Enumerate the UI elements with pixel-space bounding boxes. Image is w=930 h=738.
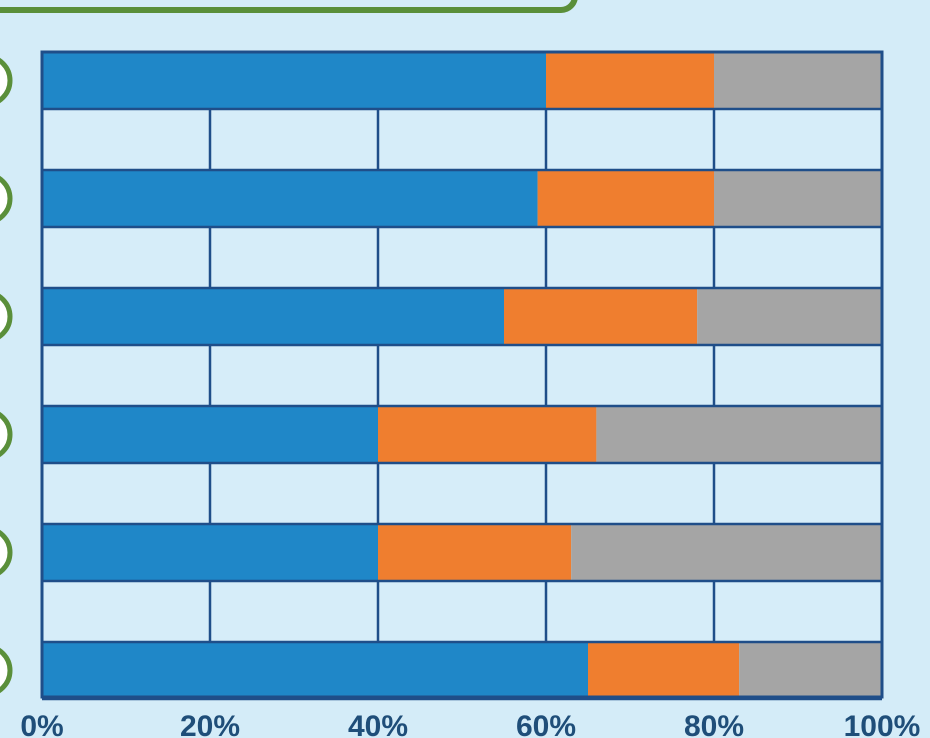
bar-segment	[378, 406, 597, 463]
x-tick-label: 0%	[20, 710, 63, 738]
x-tick-label: 100%	[844, 710, 921, 738]
bar-segment	[537, 170, 714, 227]
bar-segment	[42, 288, 504, 345]
bar-segment	[504, 288, 698, 345]
bar-segment	[42, 52, 546, 109]
category-marker	[0, 412, 13, 457]
category-marker	[0, 58, 13, 103]
bar-segment	[739, 642, 882, 699]
bar-segment	[42, 170, 538, 227]
bar-segment	[588, 642, 740, 699]
row-band	[42, 463, 882, 524]
row-band	[42, 345, 882, 406]
category-marker	[0, 530, 13, 575]
bar-segment	[378, 524, 572, 581]
category-marker	[0, 176, 13, 221]
bar-segment	[42, 524, 378, 581]
x-tick-label: 20%	[180, 710, 240, 738]
bar-segment	[42, 406, 378, 463]
title-box	[0, 0, 578, 13]
bar-segment	[571, 524, 882, 581]
plot-border	[40, 50, 884, 699]
x-tick-label: 40%	[348, 710, 408, 738]
x-tick-label: 60%	[516, 710, 576, 738]
row-band	[42, 581, 882, 642]
x-tick-label: 80%	[684, 710, 744, 738]
bar-segment	[714, 52, 882, 109]
bar-segment	[596, 406, 882, 463]
category-marker	[0, 294, 13, 339]
row-band	[42, 109, 882, 170]
bar-segment	[714, 170, 882, 227]
bar-segment	[42, 642, 588, 699]
row-band	[42, 227, 882, 288]
category-marker	[0, 648, 13, 693]
bar-segment	[697, 288, 882, 345]
bar-segment	[546, 52, 714, 109]
